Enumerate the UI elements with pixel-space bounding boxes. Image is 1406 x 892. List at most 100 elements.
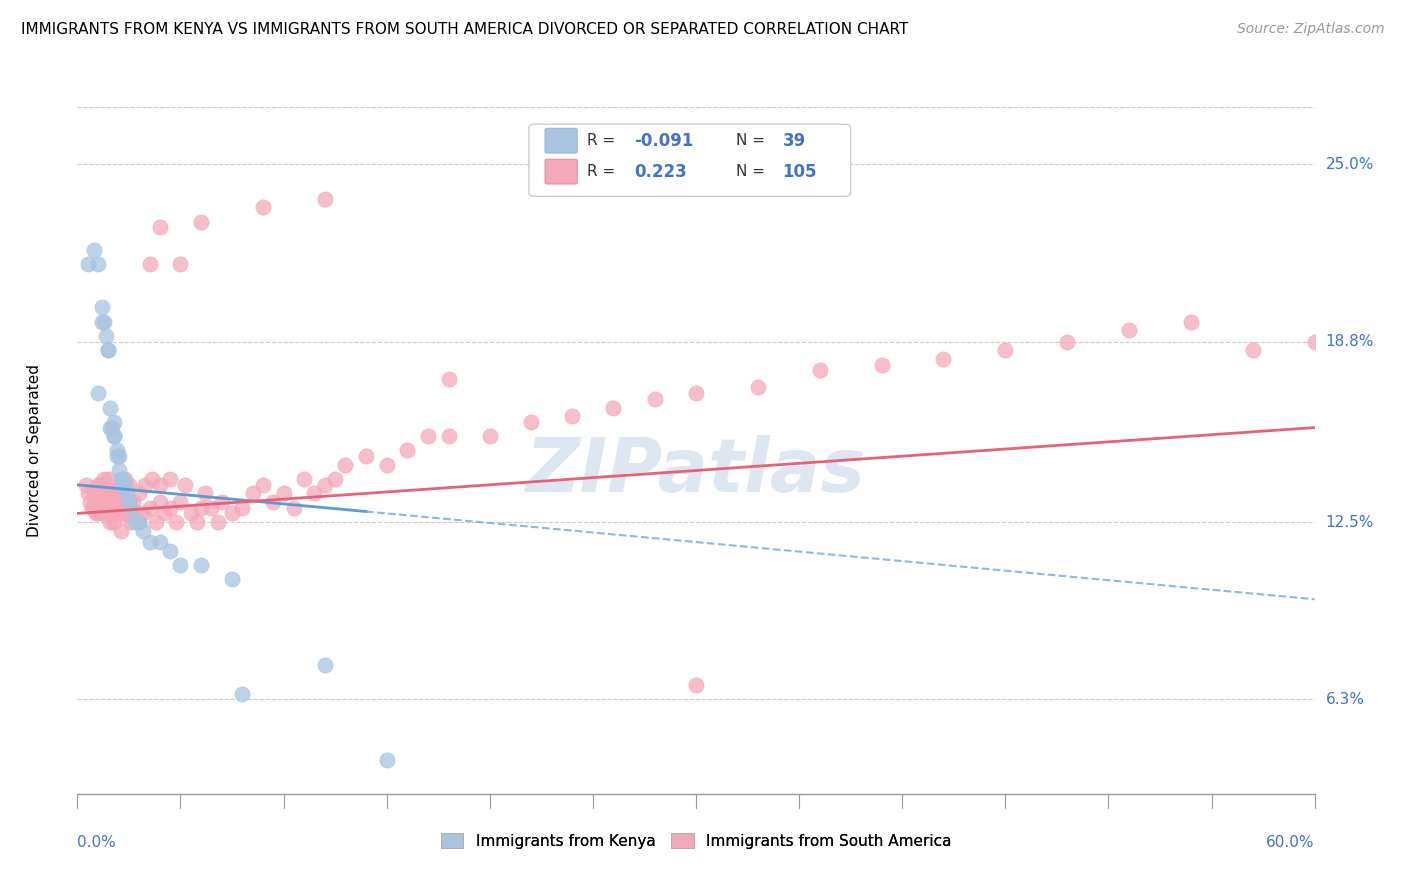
Point [124, 507, 146, 521]
Point [111, 492, 134, 507]
Point [173, 478, 195, 492]
Point [110, 524, 132, 538]
Point [685, 386, 707, 401]
Point [190, 214, 212, 228]
FancyBboxPatch shape [546, 128, 578, 153]
Point [115, 507, 138, 521]
Point [110, 486, 132, 500]
Point [114, 472, 136, 486]
Point [221, 572, 243, 586]
Point [89, 478, 111, 492]
Text: 6.3%: 6.3% [1326, 692, 1365, 707]
Point [87, 507, 110, 521]
Point [98, 515, 121, 529]
Text: R =: R = [588, 164, 616, 179]
Point [93, 472, 115, 486]
Point [1241, 343, 1264, 358]
Point [120, 500, 142, 515]
Point [105, 449, 128, 463]
FancyBboxPatch shape [529, 124, 851, 196]
Point [231, 687, 253, 701]
Point [89, 500, 111, 515]
Point [124, 515, 146, 529]
Text: 0.223: 0.223 [634, 162, 688, 180]
Point [103, 415, 125, 429]
Point [98, 486, 121, 500]
Point [375, 458, 398, 472]
Point [120, 515, 142, 529]
Point [149, 220, 172, 235]
Point [83, 500, 105, 515]
Point [93, 495, 115, 509]
Point [169, 495, 191, 509]
Point [1118, 323, 1140, 337]
Point [118, 500, 141, 515]
Point [159, 472, 181, 486]
Point [97, 472, 120, 486]
Text: 60.0%: 60.0% [1267, 835, 1315, 850]
Point [323, 472, 346, 486]
Point [207, 515, 229, 529]
Text: -0.091: -0.091 [634, 132, 693, 150]
Point [292, 472, 315, 486]
Point [101, 420, 124, 434]
Point [103, 495, 125, 509]
Point [644, 392, 666, 406]
Point [242, 486, 264, 500]
Point [91, 507, 114, 521]
Point [252, 478, 274, 492]
Point [252, 200, 274, 214]
Text: 39: 39 [783, 132, 806, 150]
Text: IMMIGRANTS FROM KENYA VS IMMIGRANTS FROM SOUTH AMERICA DIVORCED OR SEPARATED COR: IMMIGRANTS FROM KENYA VS IMMIGRANTS FROM… [21, 22, 908, 37]
Legend: Immigrants from Kenya, Immigrants from South America: Immigrants from Kenya, Immigrants from S… [434, 827, 957, 855]
Point [134, 478, 156, 492]
Point [107, 449, 129, 463]
Point [96, 486, 118, 500]
FancyBboxPatch shape [546, 160, 578, 184]
Point [304, 486, 326, 500]
Point [354, 449, 377, 463]
Point [186, 515, 208, 529]
Point [93, 315, 115, 329]
Point [396, 443, 419, 458]
Point [87, 478, 110, 492]
Point [84, 507, 107, 521]
Point [97, 343, 120, 358]
Point [1303, 334, 1326, 349]
Text: ZIPatlas: ZIPatlas [526, 434, 866, 508]
Point [83, 243, 105, 257]
Point [79, 495, 101, 509]
Point [149, 535, 172, 549]
Text: 18.8%: 18.8% [1326, 334, 1374, 349]
Point [169, 257, 191, 271]
Point [375, 753, 398, 767]
Point [97, 492, 120, 507]
Point [118, 495, 141, 509]
Point [96, 329, 118, 343]
Point [83, 486, 105, 500]
Point [111, 507, 134, 521]
Point [87, 495, 110, 509]
Point [808, 363, 831, 377]
Point [80, 500, 103, 515]
Point [101, 492, 124, 507]
Point [114, 478, 136, 492]
Point [132, 507, 155, 521]
Point [437, 429, 460, 443]
Point [118, 478, 141, 492]
Point [180, 507, 202, 521]
Point [122, 495, 145, 509]
Point [145, 515, 167, 529]
Point [103, 429, 125, 443]
Point [221, 507, 243, 521]
Point [138, 257, 160, 271]
Point [138, 535, 160, 549]
Point [111, 472, 134, 486]
Point [994, 343, 1017, 358]
Point [87, 386, 110, 401]
Text: 25.0%: 25.0% [1326, 157, 1374, 172]
Point [335, 458, 357, 472]
Point [91, 315, 114, 329]
Point [98, 401, 121, 415]
Point [165, 515, 187, 529]
